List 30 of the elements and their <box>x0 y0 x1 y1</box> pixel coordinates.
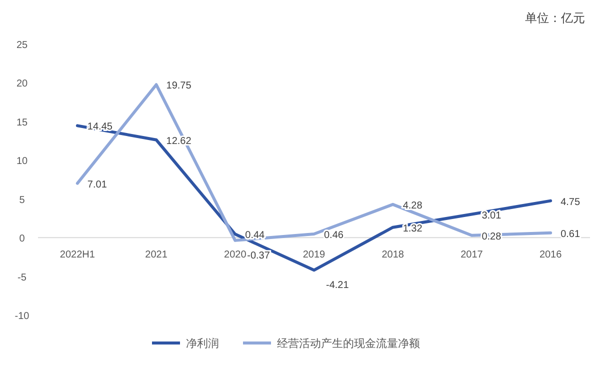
legend-label: 净利润 <box>186 337 219 350</box>
data-label: 7.01 <box>87 179 108 190</box>
x-tick-label: 2018 <box>382 250 404 261</box>
y-tick-label: 25 <box>16 40 28 51</box>
x-tick-label: 2017 <box>460 250 484 261</box>
data-label: 4.75 <box>560 196 580 208</box>
y-tick-label: 20 <box>16 78 28 90</box>
y-tick-label: 10 <box>16 156 28 168</box>
y-tick-label: 15 <box>16 117 28 128</box>
data-label: 0.61 <box>560 228 580 240</box>
legend-label: 经营活动产生的现金流量净额 <box>277 337 420 350</box>
x-tick-label: 2022H1 <box>60 250 96 261</box>
data-label: 0.28 <box>482 231 502 242</box>
data-label: 4.28 <box>402 200 423 212</box>
data-label: -4.21 <box>326 280 350 292</box>
data-label: -0.37 <box>247 250 270 262</box>
data-label: 0.46 <box>324 230 344 242</box>
line-series <box>76 83 552 242</box>
y-tick-label: 0 <box>19 234 26 245</box>
y-tick-label: -5 <box>18 272 27 284</box>
text: 单位：亿元 <box>525 11 585 25</box>
x-tick-label: 2019 <box>302 250 326 261</box>
data-label: 1.32 <box>402 223 423 234</box>
y-tick-label: 5 <box>19 194 26 206</box>
data-label: 19.75 <box>166 80 192 92</box>
data-label: 3.01 <box>482 210 502 222</box>
x-tick-label: 2020 <box>224 250 247 261</box>
y-tick-label: -10 <box>14 311 30 322</box>
x-tick-label: 2021 <box>145 250 168 261</box>
x-tick-label: 2016 <box>539 250 562 261</box>
